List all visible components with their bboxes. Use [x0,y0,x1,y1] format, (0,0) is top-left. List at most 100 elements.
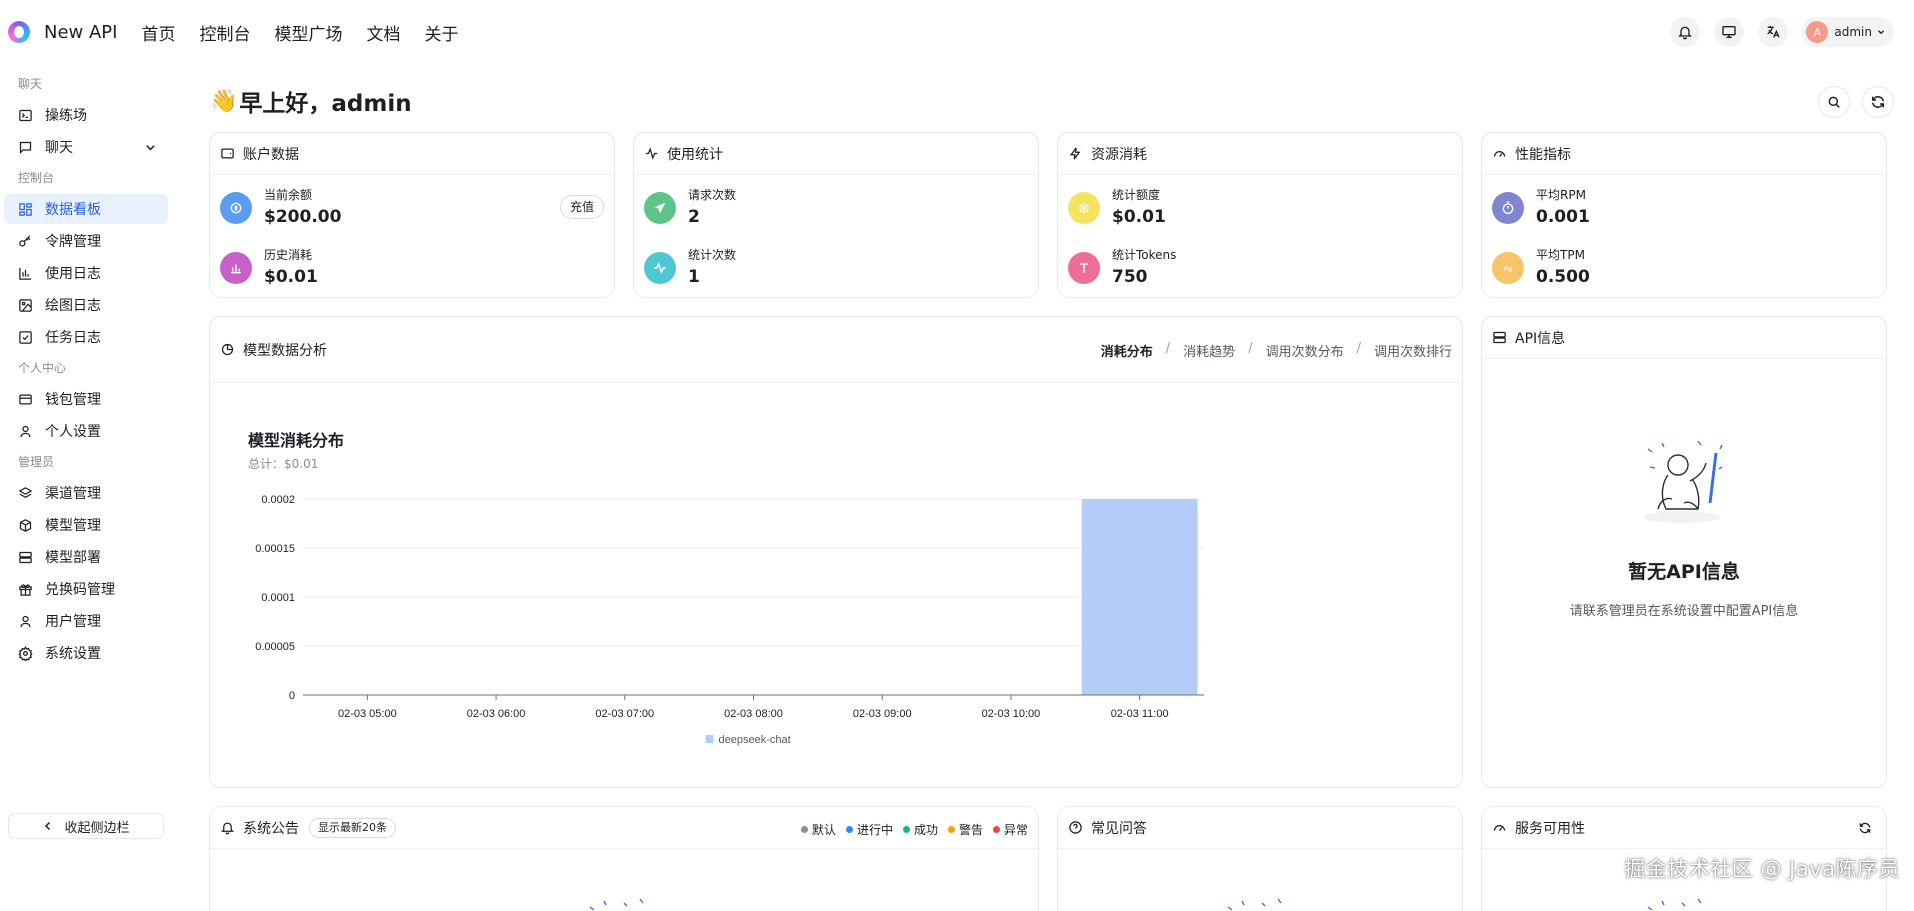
card-header: 常见问答 [1058,807,1462,849]
tpm-stat: Ag 平均TPM 0.500 [1492,247,1590,289]
refresh-button[interactable] [1862,86,1894,118]
card-title: API信息 [1515,330,1566,347]
sidebar-item-drawing-log[interactable]: 绘图日志 [4,290,168,320]
empty-illustration [1638,895,1734,911]
key-icon [19,234,31,246]
sidebar-item-redeem[interactable]: 兑换码管理 [4,574,168,604]
card-header: API信息 [1482,317,1886,359]
latest-badge: 显示最新20条 [309,817,396,838]
chat-icon [19,141,32,154]
sidebar-item-profile[interactable]: 个人设置 [4,416,168,446]
x-tick-label: 02-03 06:00 [467,708,526,720]
stat-value: 1 [688,267,700,287]
sidebar-item-dashboard[interactable]: 数据看板 [4,194,168,224]
nav-about[interactable]: 关于 [424,24,459,45]
text-icon [1068,252,1100,284]
y-tick-label: 0.0001 [261,592,295,604]
logo-icon [8,21,30,43]
search-icon [1828,96,1840,108]
card-title: 常见问答 [1091,820,1147,837]
sidebar-item-channels[interactable]: 渠道管理 [4,478,168,508]
user-menu[interactable]: A admin [1802,17,1894,47]
sidebar-item-users[interactable]: 用户管理 [4,606,168,636]
empty-illustration [580,895,676,911]
bar-chart-icon [220,252,252,284]
card-title: 服务可用性 [1515,820,1585,837]
tab-separator: / [1356,341,1361,356]
y-tick-label: 0.00015 [255,543,295,555]
chart-title: 模型消耗分布 [248,431,345,450]
sidebar: 聊天 操练场 聊天 控制台 数据看板 令牌管理 使用日志 绘图日志 任务日志 个… [0,64,186,911]
stat-value: 750 [1112,267,1148,287]
card-header: 使用统计 [634,133,1038,175]
sidebar-item-label: 绘图日志 [45,298,101,314]
sidebar-item-playground[interactable]: 操练场 [4,100,168,130]
search-button[interactable] [1818,86,1850,118]
y-tick-label: 0 [289,690,295,702]
sidebar-item-deploy[interactable]: 模型部署 [4,542,168,572]
collapse-sidebar-button[interactable]: 收起侧边栏 [8,813,164,839]
wallet-icon [221,148,234,159]
box-icon [19,518,32,532]
performance-card: 性能指标 平均RPM 0.001 Ag 平均TPM 0.500 [1481,132,1887,298]
stat-label: 历史消耗 [264,248,313,262]
bell-icon [220,822,235,835]
sidebar-group-chat: 聊天 [18,77,43,91]
app-logo[interactable]: New API [8,21,117,43]
sidebar-item-label: 操练场 [45,108,87,124]
stat-value: $0.01 [1112,207,1166,227]
nav-model-square[interactable]: 模型广场 [274,24,343,45]
top-nav: 首页 控制台 模型广场 文档 关于 [141,20,482,45]
sidebar-item-settings[interactable]: 系统设置 [4,638,168,668]
card-title: 模型数据分析 [243,342,327,359]
stat-label: 统计次数 [688,248,737,262]
card-header: 服务可用性 [1482,807,1886,849]
image-icon [19,298,32,312]
tokens-stat: 统计Tokens 750 [1068,247,1176,289]
faq-card: 常见问答 [1057,806,1463,911]
announcements-card: 系统公告 显示最新20条 默认 进行中 成功 警告 异常 [209,806,1039,911]
sidebar-item-label: 兑换码管理 [45,582,115,598]
y-tick-label: 0.00005 [255,641,295,653]
recharge-button[interactable]: 充值 [559,195,604,219]
tab-cost-trend[interactable]: 消耗趋势 [1183,345,1236,360]
checkbox-icon [19,330,32,344]
x-tick-label: 02-03 07:00 [595,708,654,720]
top-actions: A admin [1656,17,1894,47]
language-button[interactable] [1758,17,1789,47]
sidebar-item-chat[interactable]: 聊天 [4,132,168,162]
tab-separator: / [1165,341,1171,356]
sidebar-item-wallet[interactable]: 钱包管理 [4,384,168,414]
nav-docs[interactable]: 文档 [366,24,401,45]
stat-label: 统计Tokens [1112,248,1177,262]
sidebar-item-usage-log[interactable]: 使用日志 [4,258,168,288]
server-icon [1493,331,1506,344]
svg-text:Ag: Ag [1504,266,1513,273]
stat-label: 平均TPM [1536,248,1585,262]
avatar: A [1806,21,1829,43]
sidebar-group-admin: 管理员 [18,455,55,469]
sidebar-item-label: 任务日志 [45,330,101,346]
sidebar-item-label: 数据看板 [45,202,101,218]
nav-console[interactable]: 控制台 [199,24,251,45]
tab-call-distribution[interactable]: 调用次数分布 [1265,345,1344,360]
chevron-down-icon [1878,30,1884,35]
notification-button[interactable] [1670,17,1701,47]
sidebar-item-label: 用户管理 [45,614,101,630]
stat-value: $0.01 [264,267,318,287]
tab-cost-distribution[interactable]: 消耗分布 [1100,345,1153,360]
legend-swatch [705,735,714,743]
refresh-icon[interactable] [1858,821,1872,835]
translate-icon [1767,26,1780,38]
page-title: 👋 早上好，admin [210,84,412,118]
theme-button[interactable] [1714,17,1745,47]
card-title: 使用统计 [667,146,723,163]
tab-call-ranking[interactable]: 调用次数排行 [1373,345,1452,360]
sidebar-item-models[interactable]: 模型管理 [4,510,168,540]
nav-home[interactable]: 首页 [141,24,176,45]
refresh-icon [1871,96,1885,108]
legend-in-progress: 进行中 [845,821,893,838]
sidebar-item-tokens[interactable]: 令牌管理 [4,226,168,256]
sidebar-item-task-log[interactable]: 任务日志 [4,322,168,352]
resource-card: 资源消耗 统计额度 $0.01 统计Tokens 750 [1057,132,1463,298]
